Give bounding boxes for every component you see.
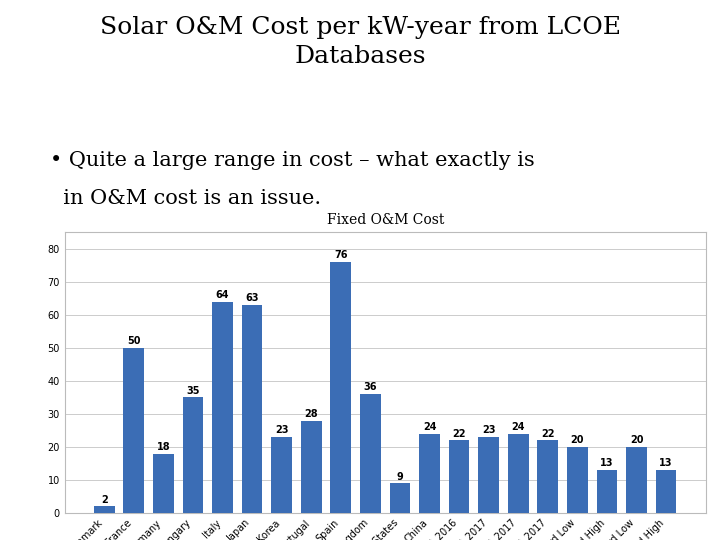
- Bar: [153, 454, 174, 513]
- Bar: [449, 440, 469, 513]
- Text: 24: 24: [511, 422, 525, 432]
- Text: 28: 28: [305, 409, 318, 419]
- Bar: [330, 262, 351, 513]
- Text: Solar O&M Cost per kW-year from LCOE
Databases: Solar O&M Cost per kW-year from LCOE Dat…: [99, 16, 621, 68]
- Bar: [626, 447, 647, 513]
- Bar: [597, 470, 617, 513]
- Text: 20: 20: [571, 435, 584, 445]
- Text: 24: 24: [423, 422, 436, 432]
- Bar: [212, 301, 233, 513]
- Text: 20: 20: [630, 435, 643, 445]
- Text: 64: 64: [216, 290, 229, 300]
- Bar: [419, 434, 440, 513]
- Text: 13: 13: [660, 458, 673, 468]
- Text: 13: 13: [600, 458, 613, 468]
- Text: 18: 18: [157, 442, 170, 452]
- Bar: [390, 483, 410, 513]
- Bar: [183, 397, 203, 513]
- Text: 76: 76: [334, 250, 348, 260]
- Bar: [94, 507, 114, 513]
- Text: 63: 63: [246, 293, 259, 303]
- Text: 22: 22: [541, 429, 554, 438]
- Text: 36: 36: [364, 382, 377, 393]
- Text: 9: 9: [397, 471, 403, 482]
- Text: 2: 2: [101, 495, 108, 505]
- Bar: [567, 447, 588, 513]
- Bar: [508, 434, 528, 513]
- Text: 35: 35: [186, 386, 199, 396]
- Bar: [301, 421, 322, 513]
- Bar: [242, 305, 263, 513]
- Text: • Quite a large range in cost – what exactly is: • Quite a large range in cost – what exa…: [50, 151, 535, 170]
- Bar: [124, 348, 144, 513]
- Bar: [478, 437, 499, 513]
- Text: in O&M cost is an issue.: in O&M cost is an issue.: [50, 189, 322, 208]
- Bar: [360, 394, 381, 513]
- Bar: [271, 437, 292, 513]
- Text: 22: 22: [452, 429, 466, 438]
- Text: 23: 23: [482, 426, 495, 435]
- Bar: [538, 440, 558, 513]
- Text: 50: 50: [127, 336, 140, 346]
- Bar: [656, 470, 677, 513]
- Title: Fixed O&M Cost: Fixed O&M Cost: [326, 213, 444, 227]
- Text: 23: 23: [275, 426, 289, 435]
